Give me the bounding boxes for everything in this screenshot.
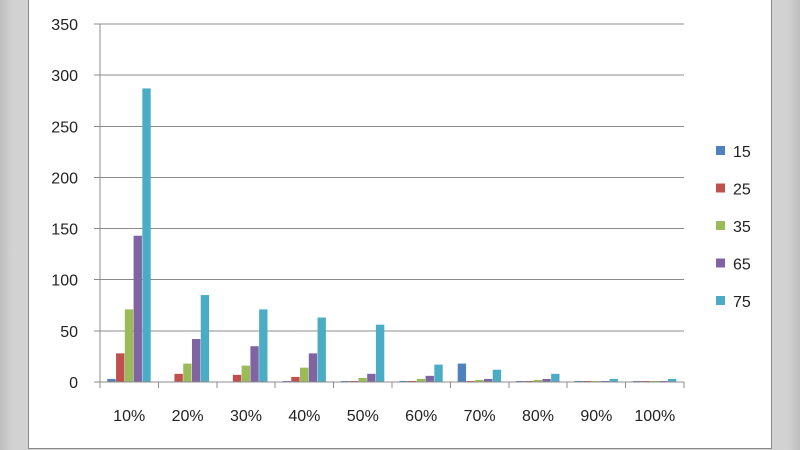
x-tick-label: 10% [113, 408, 145, 425]
bar-65-80pct [542, 378, 551, 382]
bar-25-40pct [291, 376, 300, 382]
bar-15-70pct [457, 363, 467, 382]
bar-25-20pct [174, 373, 183, 382]
y-tick-label: 300 [51, 68, 78, 85]
legend-label: 65 [733, 257, 751, 274]
legend-label: 15 [733, 144, 751, 161]
x-tick-label: 60% [405, 408, 437, 425]
bar-75-30pct [259, 309, 268, 382]
bar-25-10pct [116, 353, 125, 382]
bar-35-30pct [241, 365, 250, 382]
legend-label: 25 [733, 182, 751, 199]
legend-swatch [716, 183, 725, 193]
legend-swatch [716, 296, 725, 305]
x-tick-label: 20% [172, 408, 204, 425]
bar-15-90pct [574, 380, 583, 382]
y-tick-label: 350 [51, 17, 78, 34]
bars [107, 88, 677, 382]
bar-75-40pct [317, 317, 326, 382]
bar-65-30pct [250, 346, 259, 382]
x-tick-label: 100% [634, 408, 675, 425]
bar-25-50pct [349, 380, 359, 382]
bar-75-70pct [492, 369, 502, 382]
bar-25-70pct [466, 380, 475, 382]
x-tick-label: 40% [288, 408, 320, 425]
x-tick-label: 30% [230, 408, 262, 425]
bar-65-90pct [600, 380, 610, 382]
bar-65-40pct [308, 353, 318, 382]
bar-65-60pct [425, 375, 434, 382]
y-tick-label: 0 [69, 375, 78, 392]
bar-65-100pct [659, 380, 668, 382]
x-tick-label: 70% [464, 408, 496, 425]
bar-65-70pct [483, 378, 493, 382]
bar-15-60pct [399, 380, 408, 382]
legend-swatch [716, 146, 725, 155]
x-tick-label: 50% [347, 408, 379, 425]
bar-15-100pct [632, 380, 642, 382]
legend-swatch [716, 221, 725, 230]
bar-15-50pct [340, 380, 350, 382]
bar-25-90pct [583, 380, 592, 382]
bar-35-80pct [533, 379, 542, 382]
bar-75-80pct [551, 373, 560, 382]
bar-35-70pct [475, 379, 484, 382]
bar-65-10pct [133, 235, 142, 382]
legend-swatch [716, 258, 725, 268]
y-tick-label: 250 [51, 119, 78, 136]
bar-35-10pct [124, 309, 134, 382]
bar-75-50pct [375, 324, 385, 382]
bar-75-90pct [609, 378, 618, 382]
bar-75-20pct [200, 295, 210, 382]
bar-65-20pct [191, 339, 201, 382]
bar-75-10pct [142, 88, 151, 382]
bar-65-50pct [367, 373, 376, 382]
bar-25-80pct [524, 380, 534, 382]
bar-35-40pct [300, 367, 309, 382]
y-tick-label: 50 [60, 324, 78, 341]
x-tick-label: 80% [522, 408, 554, 425]
axes: 0 50 100 150 200 250 300 350 10% 20% 30% 40% 50% 60% 7… [51, 17, 685, 425]
legend-label: 35 [733, 219, 751, 236]
bar-25-100pct [641, 380, 651, 382]
y-tick-label: 200 [51, 170, 78, 187]
bar-35-20pct [183, 363, 192, 382]
legend-label: 75 [733, 294, 751, 311]
bar-25-60pct [408, 380, 417, 382]
bar-75-60pct [434, 364, 443, 382]
gridlines [100, 23, 684, 332]
y-tick-label: 100 [51, 273, 78, 290]
bar-35-90pct [592, 380, 601, 382]
bar-25-30pct [232, 374, 242, 382]
bar-75-100pct [667, 378, 677, 382]
y-tick-label: 150 [51, 222, 78, 239]
bar-15-40pct [282, 380, 291, 382]
legend: 15 25 35 65 75 [716, 144, 751, 311]
bar-35-60pct [416, 378, 426, 382]
bar-15-10pct [107, 378, 116, 382]
bar-35-100pct [650, 380, 659, 382]
bar-15-80pct [516, 380, 525, 382]
bar-35-50pct [358, 377, 367, 382]
x-tick-label: 90% [580, 408, 612, 425]
